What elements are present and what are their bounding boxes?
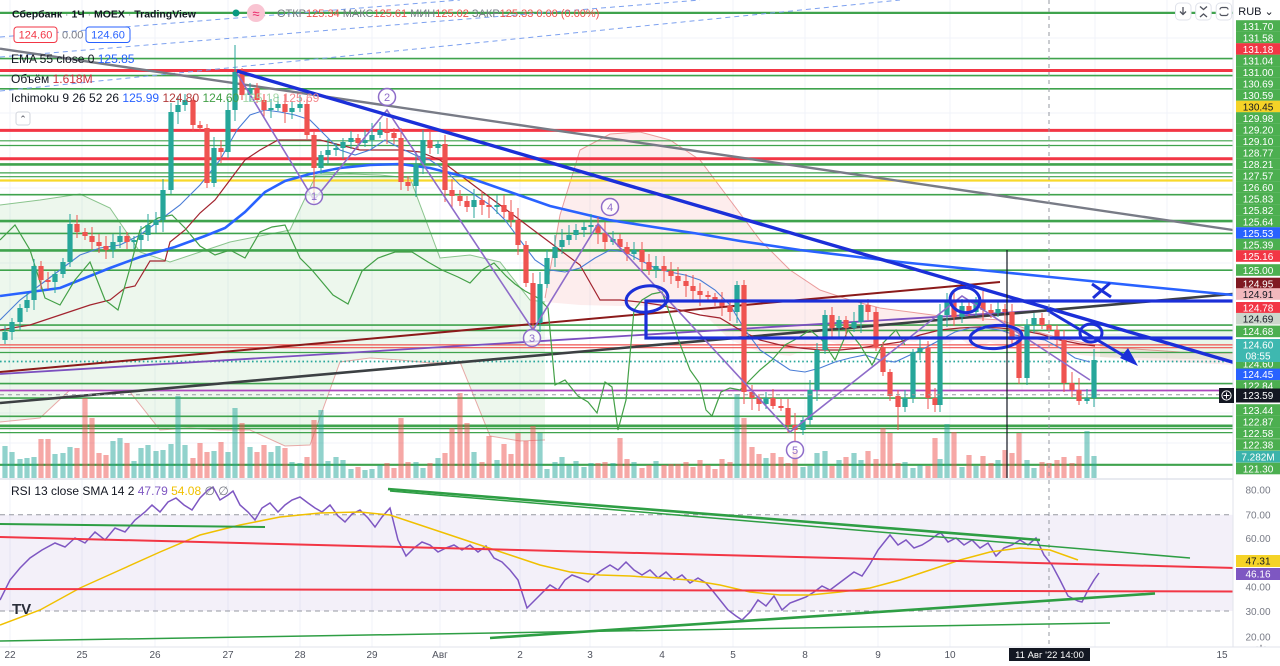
svg-text:124.60: 124.60 <box>19 30 53 42</box>
svg-text:80.00: 80.00 <box>1245 485 1270 496</box>
svg-text:125.16: 125.16 <box>1243 252 1274 263</box>
svg-text:128.77: 128.77 <box>1243 148 1274 159</box>
svg-text:131.18: 131.18 <box>1243 45 1274 56</box>
svg-text:125.82: 125.82 <box>1243 206 1274 217</box>
svg-text:70.00: 70.00 <box>1245 511 1270 522</box>
svg-text:122.87: 122.87 <box>1243 417 1274 428</box>
svg-text:4: 4 <box>607 202 613 214</box>
svg-text:124.45: 124.45 <box>1243 370 1274 381</box>
svg-text:5: 5 <box>730 650 736 661</box>
svg-text:124.95: 124.95 <box>1243 279 1274 290</box>
svg-text:131.04: 131.04 <box>1243 56 1274 67</box>
svg-text:20.00: 20.00 <box>1245 633 1270 644</box>
svg-text:⌃: ⌃ <box>19 114 27 124</box>
svg-text:22: 22 <box>4 650 16 661</box>
svg-text:27: 27 <box>222 650 234 661</box>
svg-text:40.00: 40.00 <box>1245 583 1270 594</box>
svg-text:46.16: 46.16 <box>1245 570 1270 581</box>
svg-text:15: 15 <box>1216 650 1228 661</box>
svg-text:125.64: 125.64 <box>1243 217 1274 228</box>
svg-text:3: 3 <box>587 650 593 661</box>
svg-text:122.38: 122.38 <box>1243 441 1274 452</box>
svg-text:9: 9 <box>875 650 881 661</box>
svg-text:129.98: 129.98 <box>1243 114 1274 125</box>
svg-text:RSI 13 close SMA 14 2 47.79 5: RSI 13 close SMA 14 2 47.79 54.08 ∅ ∅ <box>11 484 229 498</box>
svg-text:124.60: 124.60 <box>1243 359 1274 370</box>
svg-text:130.59: 130.59 <box>1243 91 1274 102</box>
svg-text:129.20: 129.20 <box>1243 125 1274 136</box>
svg-text:130.45: 130.45 <box>1243 102 1274 113</box>
svg-text:11 Авг '22 14:00: 11 Авг '22 14:00 <box>1015 650 1084 661</box>
svg-text:8: 8 <box>802 650 808 661</box>
svg-text:0.00: 0.00 <box>62 30 83 42</box>
svg-text:124.68: 124.68 <box>1243 327 1274 338</box>
svg-text:122.84: 122.84 <box>1243 382 1274 393</box>
svg-text:30.00: 30.00 <box>1245 607 1270 618</box>
svg-text:124.60: 124.60 <box>1243 341 1274 352</box>
svg-text:125.83: 125.83 <box>1243 194 1274 205</box>
svg-text:ОТКР125.34 МАКС125.61 МИН125.0: ОТКР125.34 МАКС125.61 МИН125.02 ЗАКР125.… <box>277 8 599 20</box>
svg-text:123.44: 123.44 <box>1243 406 1274 417</box>
svg-text:125.39: 125.39 <box>1243 240 1274 251</box>
svg-text:130.69: 130.69 <box>1243 79 1274 90</box>
svg-text:2: 2 <box>384 92 390 104</box>
svg-text:131.70: 131.70 <box>1243 22 1274 33</box>
svg-text:122.58: 122.58 <box>1243 429 1274 440</box>
svg-text:Объём 1.618M: Объём 1.618M <box>11 72 93 86</box>
svg-text:128.21: 128.21 <box>1243 160 1274 171</box>
svg-text:29: 29 <box>366 650 378 661</box>
svg-text:126.60: 126.60 <box>1243 183 1274 194</box>
svg-text:TV: TV <box>12 601 31 618</box>
svg-text:≈: ≈ <box>252 6 259 21</box>
svg-text:08:55: 08:55 <box>1245 352 1270 363</box>
svg-text:3: 3 <box>529 333 535 345</box>
svg-text:123.59: 123.59 <box>1243 391 1274 402</box>
svg-text:129.10: 129.10 <box>1243 137 1274 148</box>
svg-text:7.282M: 7.282M <box>1241 453 1274 464</box>
svg-text:131.00: 131.00 <box>1243 68 1274 79</box>
svg-text:10: 10 <box>944 650 956 661</box>
svg-text:25: 25 <box>76 650 88 661</box>
svg-text:26: 26 <box>149 650 161 661</box>
svg-text:Авг: Авг <box>432 650 448 661</box>
svg-text:Сбербанк · 1Ч · MOEX · Trading: Сбербанк · 1Ч · MOEX · TradingView <box>12 9 197 21</box>
svg-text:124.78: 124.78 <box>1243 304 1274 315</box>
svg-text:28: 28 <box>294 650 306 661</box>
svg-text:Ichimoku 9 26 52 26 125.99 1: Ichimoku 9 26 52 26 125.99 124.80 124.60… <box>11 91 320 105</box>
svg-text:EMA 55 close 0 125.85: EMA 55 close 0 125.85 <box>11 52 135 66</box>
svg-text:125.00: 125.00 <box>1243 266 1274 277</box>
svg-text:60.00: 60.00 <box>1245 534 1270 545</box>
svg-text:4: 4 <box>659 650 665 661</box>
svg-text:127.57: 127.57 <box>1243 171 1274 182</box>
svg-text:2: 2 <box>517 650 523 661</box>
svg-text:124.69: 124.69 <box>1243 315 1274 326</box>
svg-text:121.30: 121.30 <box>1243 464 1274 475</box>
svg-text:131.58: 131.58 <box>1243 33 1274 44</box>
svg-text:1: 1 <box>311 191 317 203</box>
svg-text:RUB ⌄: RUB ⌄ <box>1238 6 1274 18</box>
svg-text:124.91: 124.91 <box>1243 290 1274 301</box>
svg-text:5: 5 <box>792 445 798 457</box>
svg-text:124.60: 124.60 <box>91 30 125 42</box>
svg-text:47.31: 47.31 <box>1245 557 1270 568</box>
svg-text:125.53: 125.53 <box>1243 229 1274 240</box>
